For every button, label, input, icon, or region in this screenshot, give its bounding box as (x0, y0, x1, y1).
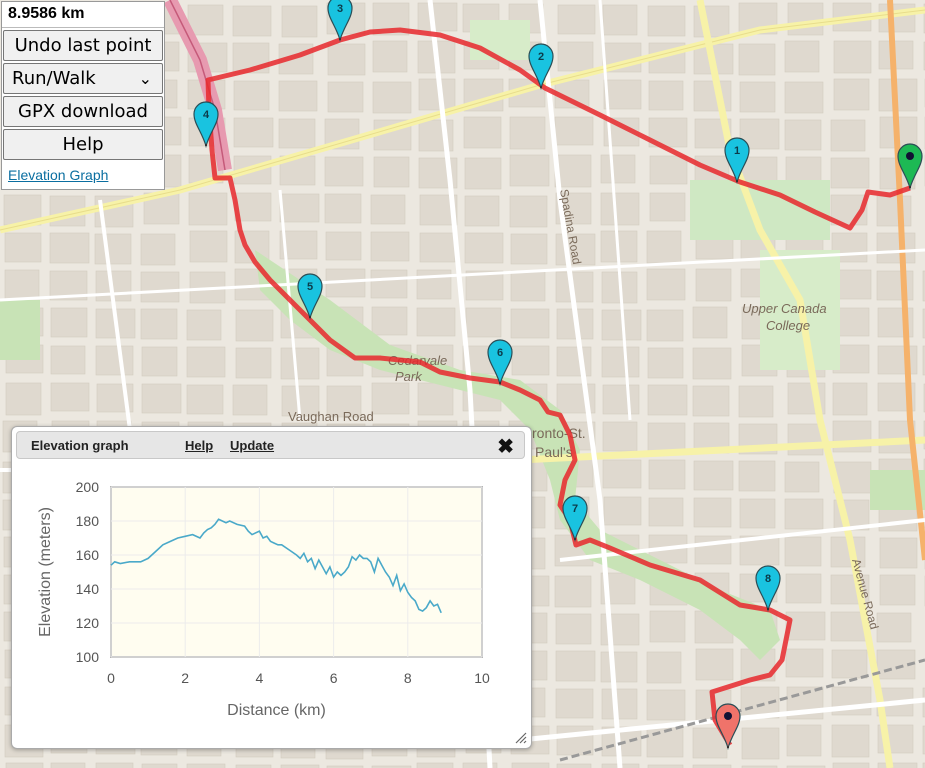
elevation-graph-link[interactable]: Elevation Graph (8, 167, 109, 183)
svg-text:6: 6 (497, 347, 503, 359)
svg-text:Upper Canada: Upper Canada (742, 301, 827, 316)
elevation-panel-header[interactable]: Elevation graph Help Update ✖ (16, 431, 525, 459)
x-axis-label: Distance (km) (227, 702, 326, 719)
svg-text:7: 7 (572, 503, 578, 515)
elevation-panel-title: Elevation graph (31, 438, 129, 453)
svg-text:5: 5 (307, 281, 313, 293)
route-marker-5[interactable]: 5 (297, 273, 323, 321)
elevation-update-link[interactable]: Update (230, 438, 275, 453)
elevation-help-link[interactable]: Help (185, 438, 214, 453)
close-icon[interactable]: ✖ (497, 436, 514, 458)
svg-text:2: 2 (538, 51, 544, 63)
svg-text:College: College (766, 318, 810, 333)
svg-text:Park: Park (395, 369, 423, 384)
elevation-chart: 0 2 4 6 8 10 100 120 140 160 180 200 Distance (km) El… (37, 479, 490, 719)
route-line (205, 27, 911, 747)
route-controls: 8.9586 km Undo last point Run/Walk ⌄ GPX … (1, 1, 165, 190)
x-tick-label: 4 (256, 670, 264, 686)
end-marker-icon[interactable] (715, 703, 741, 751)
route-marker-8[interactable]: 8 (755, 565, 781, 613)
route-marker-1[interactable]: 1 (724, 137, 750, 185)
elevation-series-line (110, 518, 442, 614)
svg-text:4: 4 (203, 109, 210, 121)
mode-select-value: Run/Walk (12, 68, 96, 89)
x-tick-label: 0 (107, 670, 115, 686)
svg-text:8: 8 (765, 573, 771, 585)
x-tick-label: 8 (404, 670, 412, 686)
mode-select[interactable]: Run/Walk ⌄ (3, 63, 163, 94)
route-marker-4[interactable]: 4 (193, 101, 219, 149)
start-marker-icon[interactable] (897, 143, 923, 191)
y-tick-label: 200 (76, 479, 100, 495)
route-marker-3[interactable]: 3 (327, 0, 353, 43)
svg-text:Vaughan Road: Vaughan Road (288, 409, 374, 424)
y-tick-label: 100 (76, 649, 100, 665)
distance-readout: 8.9586 km (2, 2, 164, 28)
y-axis-label: Elevation (meters) (37, 507, 54, 637)
svg-text:1: 1 (734, 145, 740, 157)
x-tick-label: 6 (330, 670, 338, 686)
svg-text:3: 3 (337, 3, 343, 15)
plot-area (110, 486, 483, 658)
route-marker-7[interactable]: 7 (562, 495, 588, 543)
resize-handle-icon[interactable] (513, 730, 527, 744)
gpx-download-button[interactable]: GPX download (3, 96, 163, 127)
x-tick-label: 2 (181, 670, 189, 686)
x-tick-label: 10 (474, 670, 490, 686)
elevation-panel: Elevation graph Help Update ✖ 0 2 4 6 8 10 100… (11, 426, 532, 749)
route-markers: 1 2 3 4 5 6 7 8 (193, 0, 923, 751)
route-marker-2[interactable]: 2 (528, 43, 554, 91)
chevron-down-icon: ⌄ (138, 69, 152, 88)
svg-text:Paul's: Paul's (535, 444, 573, 460)
y-tick-label: 140 (76, 581, 100, 597)
route-marker-6[interactable]: 6 (487, 339, 513, 387)
undo-last-point-button[interactable]: Undo last point (3, 30, 163, 61)
y-tick-label: 120 (76, 615, 100, 631)
y-tick-label: 180 (76, 513, 100, 529)
svg-text:ronto-St.: ronto-St. (532, 425, 586, 441)
help-button[interactable]: Help (3, 129, 163, 160)
y-tick-label: 160 (76, 547, 100, 563)
